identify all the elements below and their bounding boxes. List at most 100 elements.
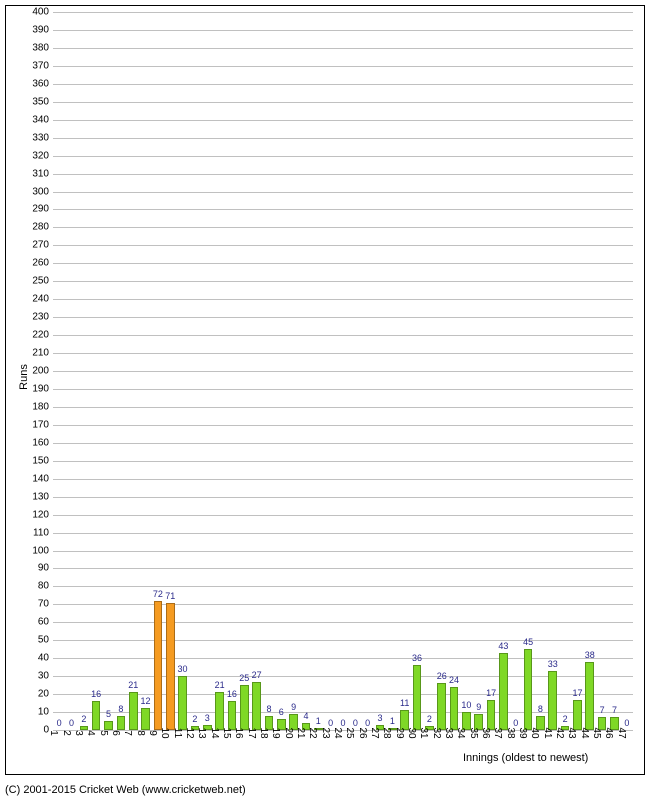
value-label: 45 (523, 637, 533, 647)
x-tick-label: 17 (246, 727, 257, 738)
x-tick-label: 47 (616, 727, 627, 738)
y-tick-label: 380 (32, 42, 49, 53)
value-label: 4 (303, 711, 308, 721)
gridline (53, 389, 633, 390)
x-tick-label: 9 (147, 730, 158, 736)
bar (104, 721, 113, 730)
value-label: 30 (178, 664, 188, 674)
gridline (53, 192, 633, 193)
y-tick-label: 30 (38, 671, 49, 682)
x-tick-label: 19 (270, 727, 281, 738)
gridline (53, 586, 633, 587)
gridline (53, 371, 633, 372)
bar (178, 676, 187, 730)
x-tick-label: 30 (406, 727, 417, 738)
x-tick-label: 13 (196, 727, 207, 738)
y-tick-label: 300 (32, 186, 49, 197)
gridline (53, 568, 633, 569)
x-tick-label: 33 (443, 727, 454, 738)
x-tick-label: 10 (159, 727, 170, 738)
value-label: 1 (390, 716, 395, 726)
gridline (53, 120, 633, 121)
x-tick-label: 42 (554, 727, 565, 738)
gridline (53, 551, 633, 552)
value-label: 1 (316, 716, 321, 726)
y-tick-label: 400 (32, 7, 49, 18)
x-tick-label: 4 (85, 730, 96, 736)
y-tick-label: 290 (32, 204, 49, 215)
x-tick-label: 22 (307, 727, 318, 738)
gridline (53, 102, 633, 103)
value-label: 36 (412, 653, 422, 663)
bar (117, 716, 126, 730)
x-tick-label: 35 (468, 727, 479, 738)
x-tick-label: 23 (320, 727, 331, 738)
gridline (53, 443, 633, 444)
value-label: 5 (106, 709, 111, 719)
x-tick-label: 40 (529, 727, 540, 738)
bar (228, 701, 237, 730)
gridline (53, 263, 633, 264)
y-tick-label: 280 (32, 222, 49, 233)
gridline (53, 353, 633, 354)
bar (240, 685, 249, 730)
gridline (53, 156, 633, 157)
value-label: 21 (215, 680, 225, 690)
value-label: 71 (165, 591, 175, 601)
gridline (53, 209, 633, 210)
x-tick-label: 3 (73, 730, 84, 736)
x-tick-label: 31 (418, 727, 429, 738)
y-tick-label: 190 (32, 383, 49, 394)
gridline (53, 461, 633, 462)
y-tick-label: 350 (32, 96, 49, 107)
gridline (53, 479, 633, 480)
bar (450, 687, 459, 730)
x-tick-label: 2 (61, 730, 72, 736)
gridline (53, 676, 633, 677)
gridline (53, 12, 633, 13)
gridline (53, 138, 633, 139)
value-label: 33 (548, 659, 558, 669)
value-label: 16 (227, 689, 237, 699)
value-label: 8 (266, 704, 271, 714)
y-tick-label: 50 (38, 635, 49, 646)
value-label: 2 (563, 714, 568, 724)
bar (487, 700, 496, 731)
x-tick-label: 27 (369, 727, 380, 738)
y-tick-label: 130 (32, 491, 49, 502)
y-tick-label: 310 (32, 168, 49, 179)
gridline (53, 622, 633, 623)
y-tick-label: 40 (38, 653, 49, 664)
bar (166, 603, 175, 730)
y-tick-label: 340 (32, 114, 49, 125)
value-label: 7 (612, 705, 617, 715)
value-label: 17 (486, 688, 496, 698)
x-tick-label: 20 (283, 727, 294, 738)
value-label: 21 (128, 680, 138, 690)
gridline (53, 317, 633, 318)
value-label: 8 (118, 704, 123, 714)
y-tick-label: 220 (32, 330, 49, 341)
y-tick-label: 240 (32, 294, 49, 305)
x-tick-label: 1 (48, 730, 59, 736)
y-tick-label: 140 (32, 473, 49, 484)
y-tick-label: 390 (32, 24, 49, 35)
x-tick-label: 29 (394, 727, 405, 738)
value-label: 2 (81, 714, 86, 724)
y-tick-label: 20 (38, 689, 49, 700)
y-tick-label: 250 (32, 276, 49, 287)
gridline (53, 48, 633, 49)
x-tick-label: 28 (381, 727, 392, 738)
x-tick-label: 7 (122, 730, 133, 736)
x-tick-label: 46 (603, 727, 614, 738)
bar (252, 682, 261, 730)
y-tick-label: 120 (32, 509, 49, 520)
y-tick-label: 200 (32, 366, 49, 377)
gridline (53, 245, 633, 246)
y-tick-label: 110 (33, 527, 49, 538)
value-label: 27 (252, 670, 262, 680)
x-tick-label: 11 (172, 728, 183, 738)
bar (129, 692, 138, 730)
y-tick-label: 80 (38, 581, 49, 592)
bar (585, 662, 594, 730)
